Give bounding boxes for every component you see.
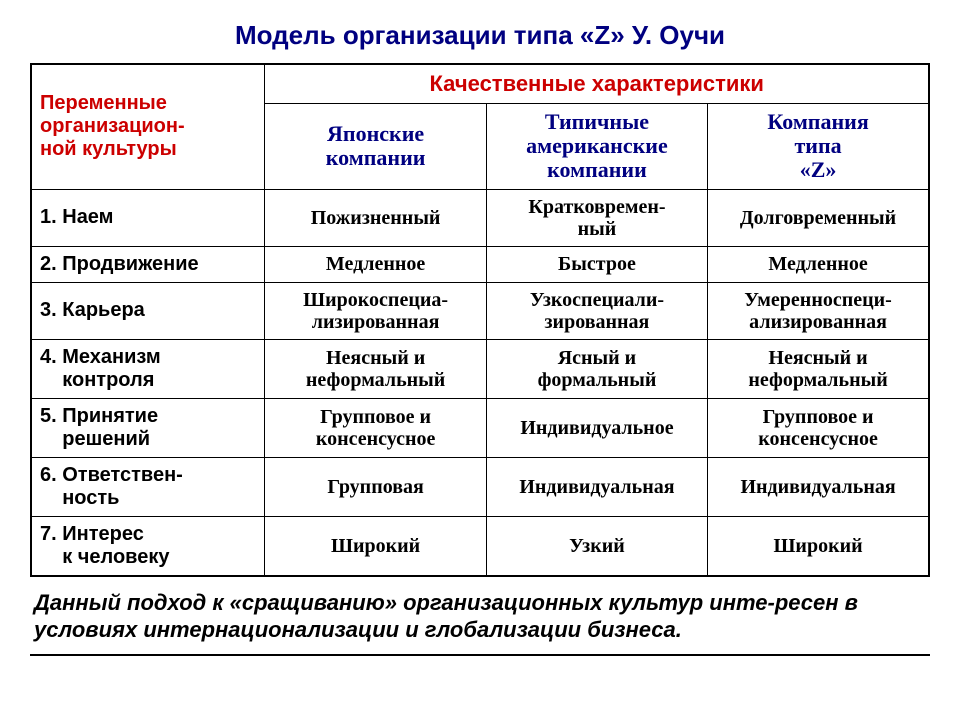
- table-cell: Индивидуальная: [708, 457, 929, 516]
- row-label: 4. Механизм контроля: [31, 339, 265, 398]
- table-cell: Кратковремен-ный: [486, 189, 707, 246]
- table-cell: Быстрое: [486, 246, 707, 282]
- table-cell: Долговременный: [708, 189, 929, 246]
- table-row: 2. ПродвижениеМедленноеБыстроеМедленное: [31, 246, 929, 282]
- row-label: 1. Наем: [31, 189, 265, 246]
- table-cell: Индивидуальное: [486, 398, 707, 457]
- group-header: Качественные характеристики: [265, 64, 929, 104]
- table-cell: Медленное: [265, 246, 486, 282]
- column-header: Типичныеамериканскиекомпании: [486, 104, 707, 190]
- table-cell: Групповое иконсенсусное: [708, 398, 929, 457]
- table-cell: Пожизненный: [265, 189, 486, 246]
- table-cell: Узкоспециали-зированная: [486, 282, 707, 339]
- slide-title: Модель организации типа «Z» У. Оучи: [30, 20, 930, 51]
- row-header-cell: Переменныеорганизацион-ной культуры: [31, 64, 265, 189]
- table-cell: Широкоспециа-лизированная: [265, 282, 486, 339]
- table-cell: Ясный иформальный: [486, 339, 707, 398]
- table-cell: Групповая: [265, 457, 486, 516]
- table-cell: Широкий: [265, 516, 486, 576]
- table-row: 5. Принятие решенийГрупповое иконсенсусн…: [31, 398, 929, 457]
- table-cell: Медленное: [708, 246, 929, 282]
- table-row: 4. Механизм контроляНеясный инеформальны…: [31, 339, 929, 398]
- table-row: 7. Интерес к человекуШирокийУзкийШирокий: [31, 516, 929, 576]
- row-label: 2. Продвижение: [31, 246, 265, 282]
- row-label: 6. Ответствен- ность: [31, 457, 265, 516]
- comparison-table: Переменныеорганизацион-ной культуры Каче…: [30, 63, 930, 577]
- caption-text: Данный подход к «сращиванию» организацио…: [30, 589, 930, 644]
- table-cell: Групповое иконсенсусное: [265, 398, 486, 457]
- table-row: 3. КарьераШирокоспециа-лизированнаяУзкос…: [31, 282, 929, 339]
- table-cell: Умеренноспеци-ализированная: [708, 282, 929, 339]
- table-cell: Индивидуальная: [486, 457, 707, 516]
- table-row: 6. Ответствен- ностьГрупповаяИндивидуаль…: [31, 457, 929, 516]
- column-header: Компаниятипа«Z»: [708, 104, 929, 190]
- row-header-label: Переменныеорганизацион-ной культуры: [40, 92, 256, 161]
- row-label: 5. Принятие решений: [31, 398, 265, 457]
- table-cell: Неясный инеформальный: [265, 339, 486, 398]
- table-cell: Широкий: [708, 516, 929, 576]
- row-label: 3. Карьера: [31, 282, 265, 339]
- table-row: 1. НаемПожизненныйКратковремен-ныйДолгов…: [31, 189, 929, 246]
- table-cell: Неясный инеформальный: [708, 339, 929, 398]
- table-cell: Узкий: [486, 516, 707, 576]
- row-label: 7. Интерес к человеку: [31, 516, 265, 576]
- bottom-rule: [30, 654, 930, 656]
- column-header: Японскиекомпании: [265, 104, 486, 190]
